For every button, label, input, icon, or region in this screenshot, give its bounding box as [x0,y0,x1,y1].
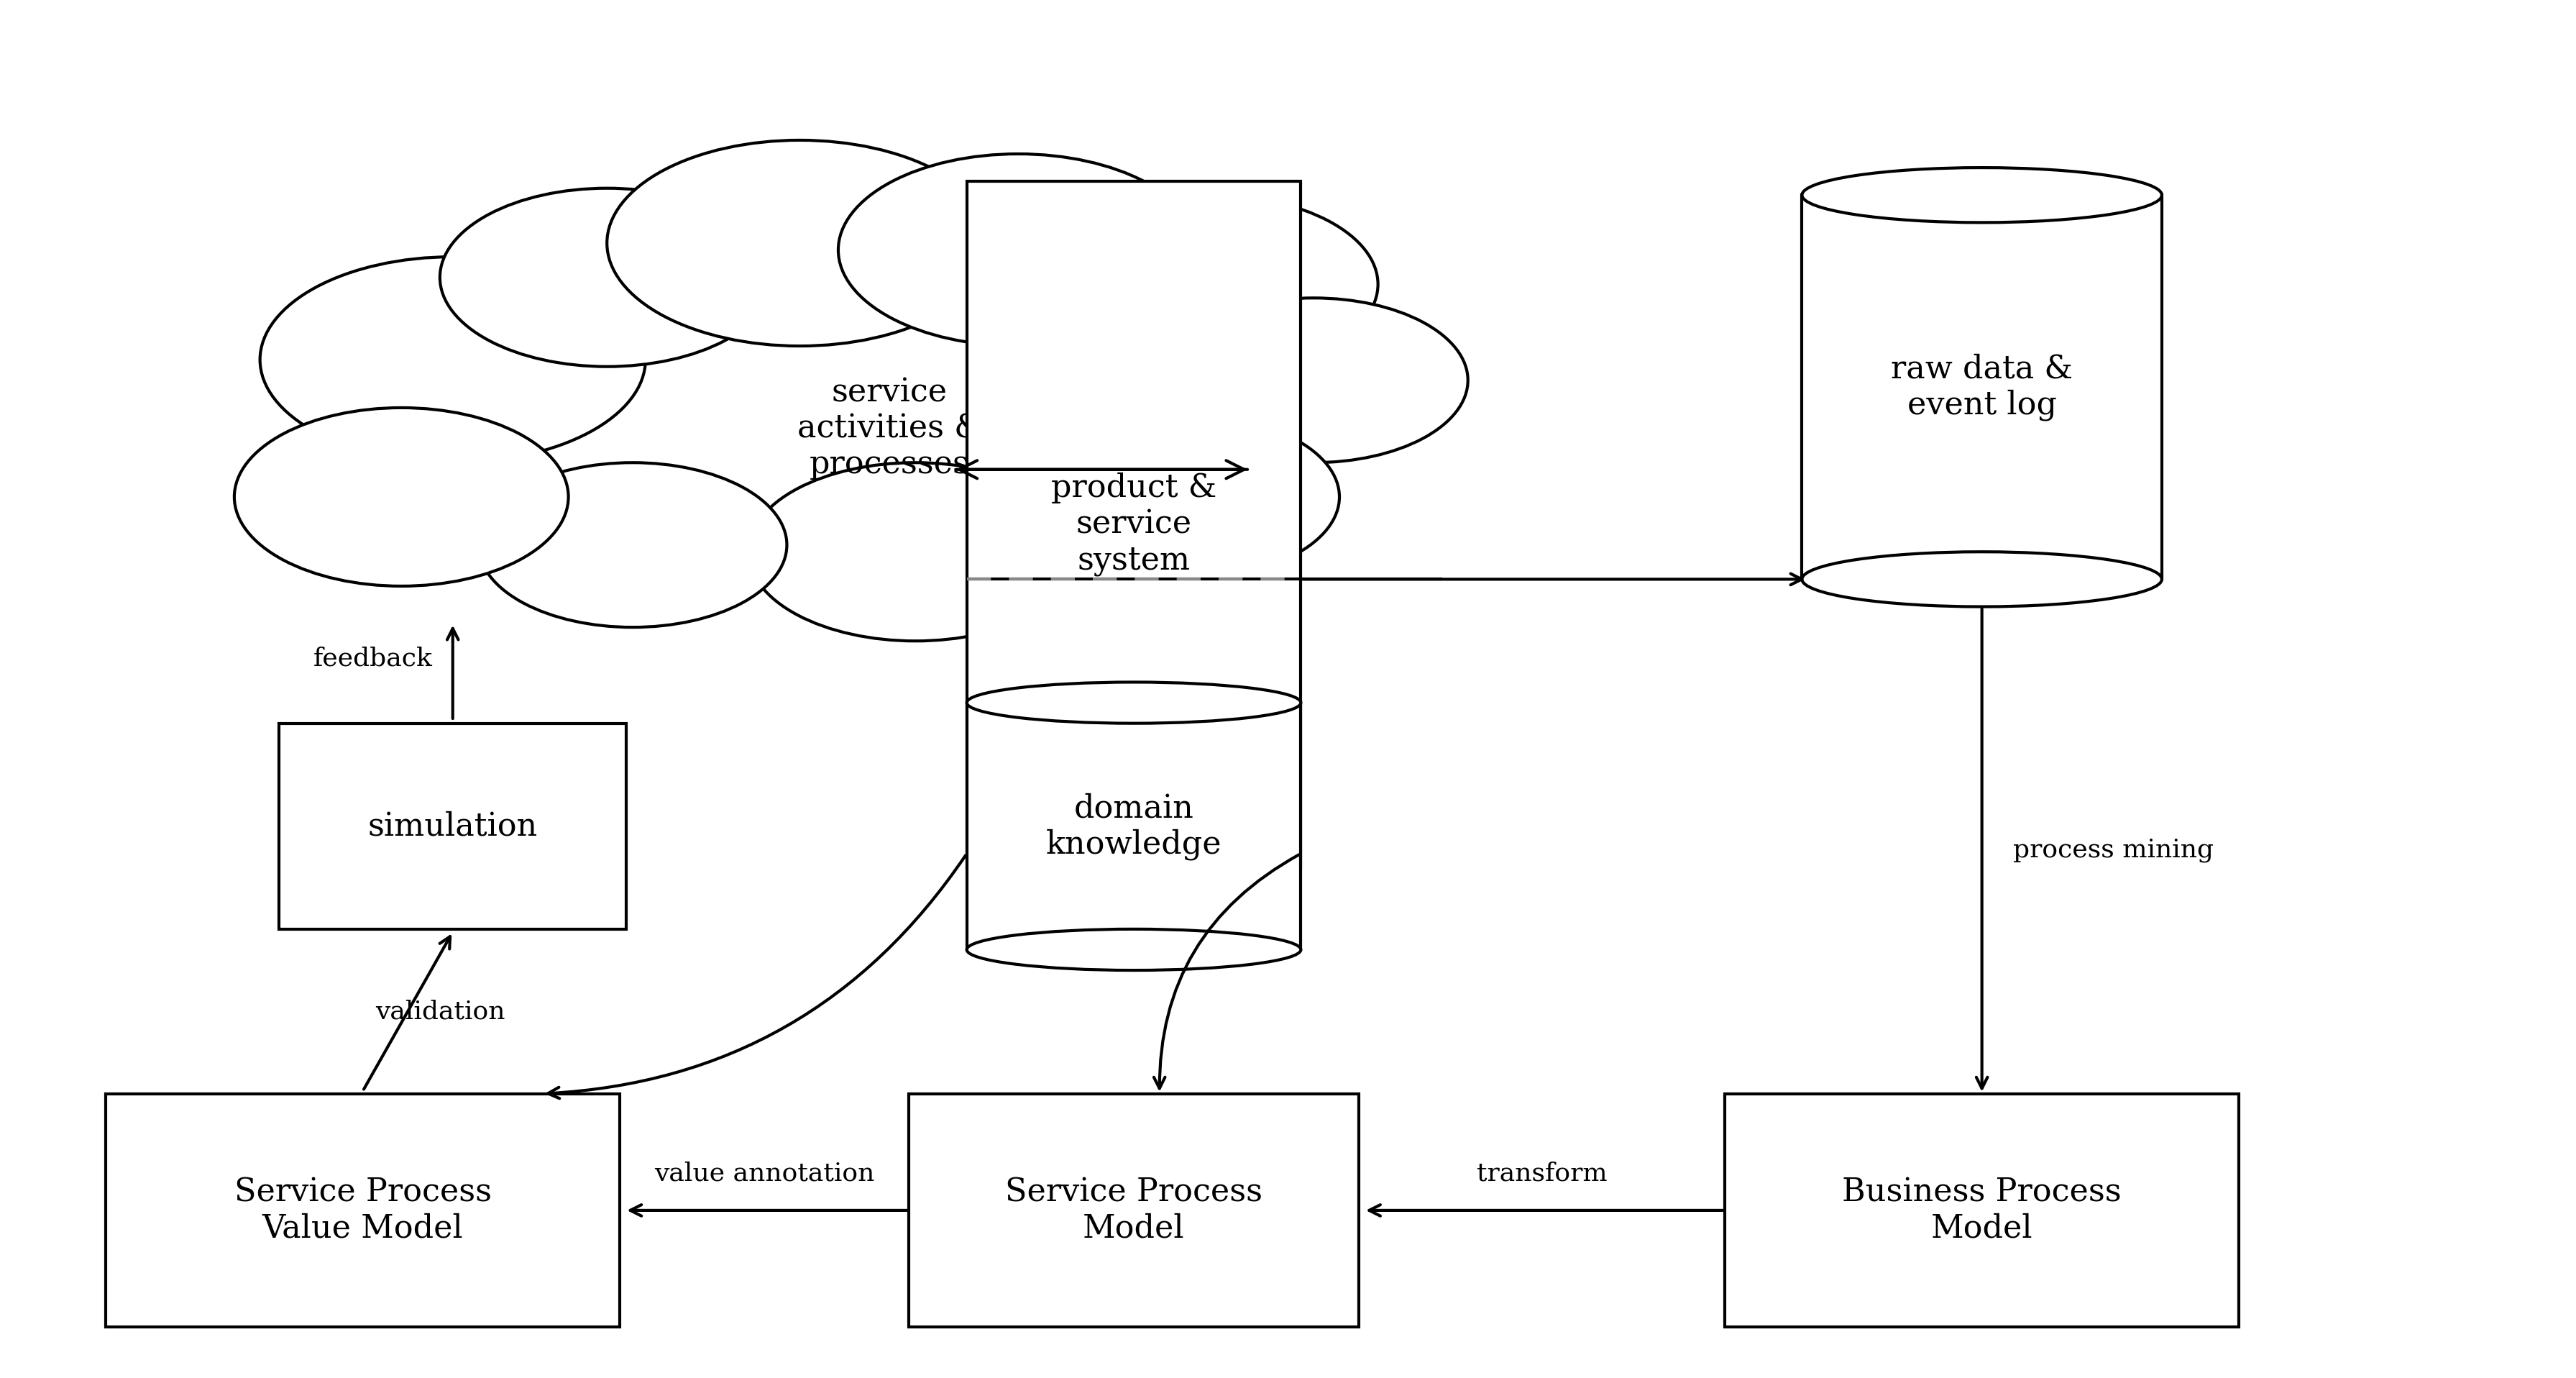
Text: Service Process
Value Model: Service Process Value Model [234,1177,492,1244]
Text: domain
knowledge: domain knowledge [1046,792,1221,860]
Ellipse shape [1803,168,2161,222]
Ellipse shape [1803,551,2161,606]
Ellipse shape [966,682,1301,723]
Text: simulation: simulation [368,810,538,842]
Bar [966,182,1301,867]
Text: Business Process
Model: Business Process Model [1842,1177,2123,1244]
Bar [106,1094,621,1327]
Bar [278,723,626,929]
Circle shape [1159,298,1468,463]
Bar [1803,196,2161,579]
Text: Service Process
Model: Service Process Model [1005,1177,1262,1244]
Circle shape [1043,196,1378,373]
Circle shape [747,463,1082,641]
Text: product &
service
system: product & service system [1051,473,1216,576]
Bar [966,703,1301,949]
Bar [1726,1094,2239,1327]
Text: feedback: feedback [312,646,433,670]
Circle shape [440,189,773,367]
Circle shape [837,154,1198,346]
Circle shape [1030,415,1340,579]
Text: validation: validation [376,999,505,1024]
Text: raw data &
event log: raw data & event log [1891,354,2074,420]
Circle shape [260,256,647,463]
Circle shape [608,141,992,346]
Text: value annotation: value annotation [654,1162,873,1185]
Ellipse shape [966,929,1301,970]
Text: service
activities &
processes: service activities & processes [796,376,981,480]
Text: process mining: process mining [2012,838,2213,863]
Bar [909,1094,1358,1327]
Text: transform: transform [1476,1162,1607,1185]
Circle shape [234,408,569,586]
Circle shape [479,463,786,627]
